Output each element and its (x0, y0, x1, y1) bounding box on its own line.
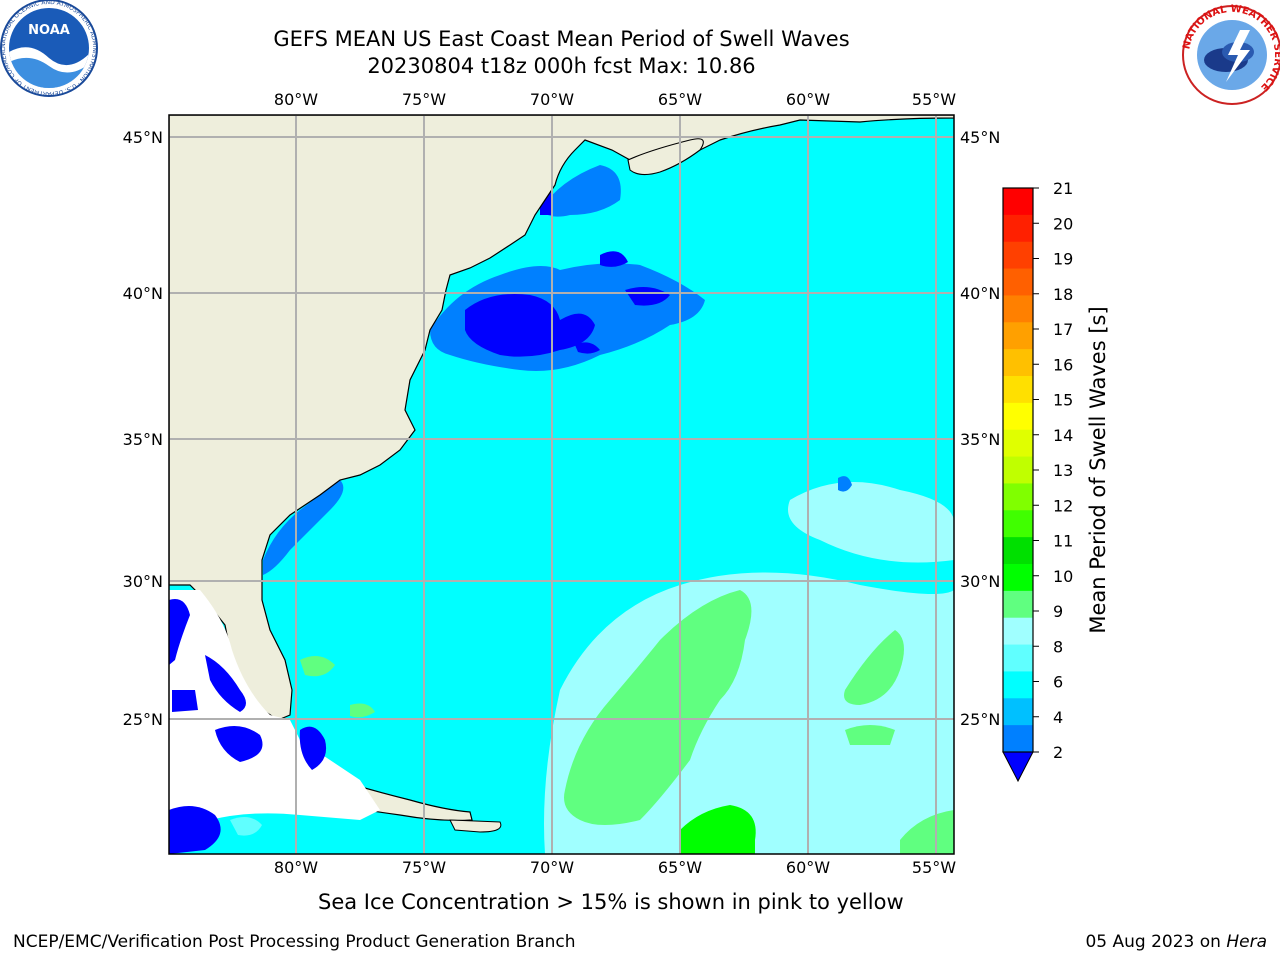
nova-scotia-land (627, 138, 704, 176)
colorbar-tick-label: 4 (1053, 708, 1063, 727)
green-swell-region (564, 590, 752, 825)
lat-label-right: 45°N (960, 128, 1000, 147)
lon-label-bottom: 65°W (658, 858, 702, 877)
nws-logo: NATIONAL WEATHER SERVICE (1181, 4, 1280, 105)
colorbar-segment (1003, 429, 1033, 458)
lon-label-top: 55°W (912, 90, 956, 109)
graticule (169, 115, 954, 854)
colorbar-segment (1003, 322, 1033, 350)
north-america-land (169, 115, 954, 721)
host-name: Hera (1226, 932, 1267, 952)
colorbar-tick-label: 15 (1053, 391, 1073, 410)
noaa-wordmark: NOAA (28, 23, 70, 38)
dark-blue-swell-region (465, 294, 595, 357)
lon-label-top: 80°W (274, 90, 318, 109)
colorbar (1003, 188, 1033, 753)
colorbar-tick-label: 19 (1053, 250, 1073, 269)
colorbar-segment (1003, 376, 1033, 404)
colorbar-segment (1003, 349, 1033, 377)
lon-label-bottom: 70°W (530, 858, 574, 877)
colorbar-tick-label: 17 (1053, 320, 1073, 339)
date-text: 05 Aug 2023 on Hera (1000, 932, 1267, 952)
lon-label-top: 60°W (786, 90, 830, 109)
lat-label-left: 30°N (123, 572, 163, 591)
colorbar-tick-label: 8 (1053, 637, 1063, 656)
colorbar-segment (1003, 644, 1033, 672)
map-frame (168, 114, 955, 855)
map-panel (169, 115, 954, 854)
credit-text: NCEP/EMC/Verification Post Processing Pr… (13, 932, 576, 952)
colorbar-segment (1003, 590, 1033, 619)
colorbar-segment (1003, 564, 1033, 592)
chart-subtitle: 20230804 t18z 000h fcst Max: 10.86 (367, 54, 756, 78)
lon-label-top: 65°W (658, 90, 702, 109)
gulf-white-region (169, 590, 380, 830)
colorbar-tick-label: 13 (1053, 461, 1073, 480)
colorbar-segment (1003, 617, 1033, 646)
lat-label-left: 35°N (123, 430, 163, 449)
colorbar-segment (1003, 214, 1033, 243)
noaa-logo: NOAA NATIONAL OCEANIC AND ATMOSPHERIC AD… (0, 0, 98, 97)
lon-label-bottom: 55°W (912, 858, 956, 877)
colorbar-segment (1003, 241, 1033, 270)
lat-label-left: 45°N (123, 128, 163, 147)
chart-title: GEFS MEAN US East Coast Mean Period of S… (273, 27, 850, 51)
lat-label-left: 25°N (123, 710, 163, 729)
colorbar-segment (1003, 268, 1033, 296)
lat-label-right: 35°N (960, 430, 1000, 449)
colorbar-segment (1003, 188, 1033, 216)
colorbar-tick-label: 21 (1053, 179, 1073, 198)
colorbar-tick-label: 6 (1053, 673, 1063, 692)
lon-label-bottom: 60°W (786, 858, 830, 877)
lat-label-left: 40°N (123, 284, 163, 303)
colorbar-segment (1003, 698, 1033, 726)
colorbar-under-triangle (1002, 751, 1034, 783)
date-value: 05 Aug 2023 on (1085, 932, 1221, 952)
colorbar-tick-label: 20 (1053, 214, 1073, 233)
colorbar-segment (1003, 510, 1033, 538)
lat-label-right: 25°N (960, 710, 1000, 729)
lon-label-bottom: 75°W (402, 858, 446, 877)
colorbar-tick-label: 9 (1053, 602, 1063, 621)
colorbar-tick-label: 12 (1053, 496, 1073, 515)
lon-label-bottom: 80°W (274, 858, 318, 877)
colorbar-segment (1003, 483, 1033, 511)
sea-ice-note: Sea Ice Concentration > 15% is shown in … (318, 890, 904, 914)
colorbar-segment (1003, 537, 1033, 565)
colorbar-segment (1003, 725, 1033, 753)
colorbar-segment (1003, 456, 1033, 484)
colorbar-tick-label: 18 (1053, 285, 1073, 304)
lon-label-top: 75°W (402, 90, 446, 109)
lat-label-right: 40°N (960, 284, 1000, 303)
colorbar-tick-label: 11 (1053, 532, 1073, 551)
hispaniola-land (449, 819, 502, 833)
colorbar-tick-label: 10 (1053, 567, 1073, 586)
lat-label-right: 30°N (960, 572, 1000, 591)
colorbar-segment (1003, 671, 1033, 699)
colorbar-tick-label: 16 (1053, 355, 1073, 374)
colorbar-tick-label: 14 (1053, 426, 1073, 445)
colorbar-label: Mean Period of Swell Waves [s] (1086, 306, 1110, 634)
bright-green-patch (680, 805, 756, 854)
lon-label-top: 70°W (530, 90, 574, 109)
colorbar-segment (1003, 295, 1033, 323)
colorbar-segment (1003, 402, 1033, 431)
colorbar-tick-label: 2 (1053, 743, 1063, 762)
